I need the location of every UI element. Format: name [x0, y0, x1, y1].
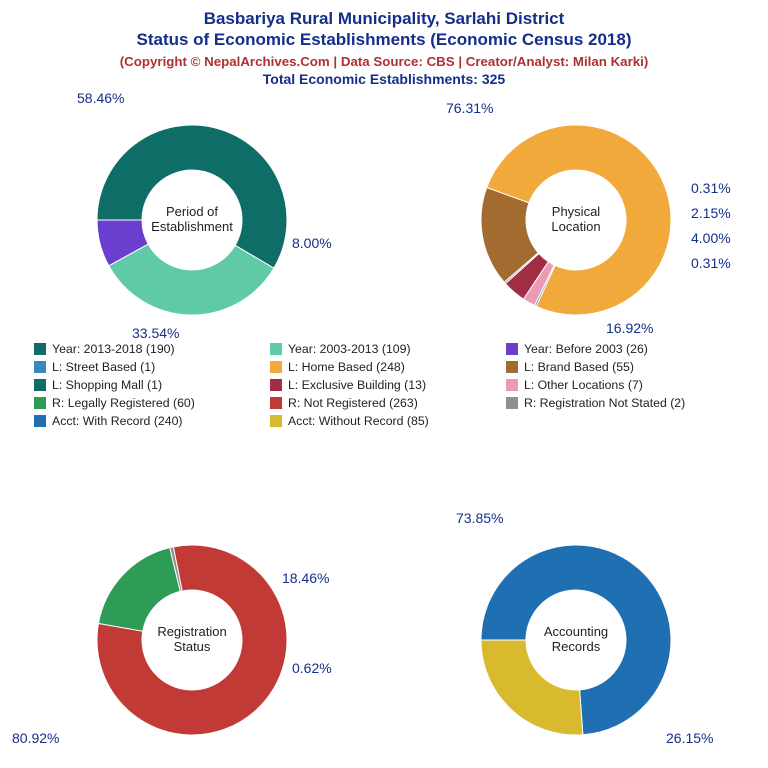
total-line: Total Economic Establishments: 325 [10, 71, 758, 87]
period-pct-0: 58.46% [77, 90, 124, 106]
period-center-label: Period ofEstablishment [137, 205, 247, 235]
chart-registration-status: RegistrationStatus18.46%0.62%80.92% [22, 515, 362, 765]
legend-swatch-9 [34, 397, 46, 409]
legend: Year: 2013-2018 (190) Year: 2003-2013 (10… [30, 340, 738, 430]
location-pct-0: 76.31% [446, 100, 493, 116]
legend-item-7: L: Exclusive Building (13) [266, 376, 502, 394]
legend-label-12: Acct: With Record (240) [52, 414, 183, 428]
legend-swatch-6 [34, 379, 46, 391]
legend-swatch-4 [270, 361, 282, 373]
legend-label-8: L: Other Locations (7) [524, 378, 643, 392]
legend-swatch-2 [506, 343, 518, 355]
location-pct-2: 2.15% [691, 205, 731, 221]
legend-item-2: Year: Before 2003 (26) [502, 340, 738, 358]
registration-pct-2: 80.92% [12, 730, 59, 746]
legend-swatch-3 [34, 361, 46, 373]
legend-label-7: L: Exclusive Building (13) [288, 378, 426, 392]
location-pct-3: 4.00% [691, 230, 731, 246]
legend-item-6: L: Shopping Mall (1) [30, 376, 266, 394]
accounting-pct-0: 73.85% [456, 510, 503, 526]
legend-item-12: Acct: With Record (240) [30, 412, 266, 430]
legend-swatch-7 [270, 379, 282, 391]
legend-swatch-5 [506, 361, 518, 373]
legend-swatch-8 [506, 379, 518, 391]
legend-item-9: R: Legally Registered (60) [30, 394, 266, 412]
legend-label-9: R: Legally Registered (60) [52, 396, 195, 410]
header: Basbariya Rural Municipality, Sarlahi Di… [0, 0, 768, 91]
location-pct-1: 0.31% [691, 180, 731, 196]
chart-accounting-records: AccountingRecords73.85%26.15% [406, 515, 746, 765]
legend-label-11: R: Registration Not Stated (2) [524, 396, 685, 410]
chart-period-of-establishment: Period ofEstablishment58.46%33.54%8.00% [22, 95, 362, 345]
title-line-1: Basbariya Rural Municipality, Sarlahi Di… [10, 8, 758, 29]
legend-item-8: L: Other Locations (7) [502, 376, 738, 394]
location-center-label: PhysicalLocation [521, 205, 631, 235]
registration-center-label: RegistrationStatus [137, 625, 247, 655]
period-pct-2: 8.00% [292, 235, 332, 251]
legend-item-11: R: Registration Not Stated (2) [502, 394, 738, 412]
registration-slice-0 [98, 548, 180, 632]
period-pct-1: 33.54% [132, 325, 179, 341]
accounting-pct-1: 26.15% [666, 730, 713, 746]
legend-label-0: Year: 2013-2018 (190) [52, 342, 175, 356]
legend-item-1: Year: 2003-2013 (109) [266, 340, 502, 358]
legend-label-2: Year: Before 2003 (26) [524, 342, 648, 356]
registration-pct-1: 0.62% [292, 660, 332, 676]
legend-swatch-12 [34, 415, 46, 427]
location-pct-4: 0.31% [691, 255, 731, 271]
legend-item-13: Acct: Without Record (85) [266, 412, 502, 430]
registration-pct-0: 18.46% [282, 570, 329, 586]
legend-swatch-11 [506, 397, 518, 409]
legend-item-5: L: Brand Based (55) [502, 358, 738, 376]
title-line-2: Status of Economic Establishments (Econo… [10, 29, 758, 50]
chart-physical-location: PhysicalLocation 76.31% 0.31% 2.15% 4.00% 0.3… [406, 95, 746, 345]
legend-label-10: R: Not Registered (263) [288, 396, 418, 410]
legend-swatch-13 [270, 415, 282, 427]
legend-label-6: L: Shopping Mall (1) [52, 378, 162, 392]
legend-item-0: Year: 2013-2018 (190) [30, 340, 266, 358]
copyright-line: (Copyright © NepalArchives.Com | Data So… [10, 54, 758, 69]
location-pct-5: 16.92% [606, 320, 653, 336]
charts-row-top: Period ofEstablishment58.46%33.54%8.00% … [0, 95, 768, 345]
period-slice-1 [109, 244, 274, 315]
legend-label-5: L: Brand Based (55) [524, 360, 634, 374]
legend-item-10: R: Not Registered (263) [266, 394, 502, 412]
charts-row-bottom: RegistrationStatus 18.46% 0.62% 80.92% Acco… [0, 515, 768, 765]
legend-swatch-10 [270, 397, 282, 409]
legend-label-4: L: Home Based (248) [288, 360, 405, 374]
legend-item-4: L: Home Based (248) [266, 358, 502, 376]
legend-swatch-1 [270, 343, 282, 355]
legend-item-3: L: Street Based (1) [30, 358, 266, 376]
legend-label-3: L: Street Based (1) [52, 360, 155, 374]
accounting-center-label: AccountingRecords [521, 625, 631, 655]
legend-label-13: Acct: Without Record (85) [288, 414, 429, 428]
legend-swatch-0 [34, 343, 46, 355]
legend-label-1: Year: 2003-2013 (109) [288, 342, 411, 356]
